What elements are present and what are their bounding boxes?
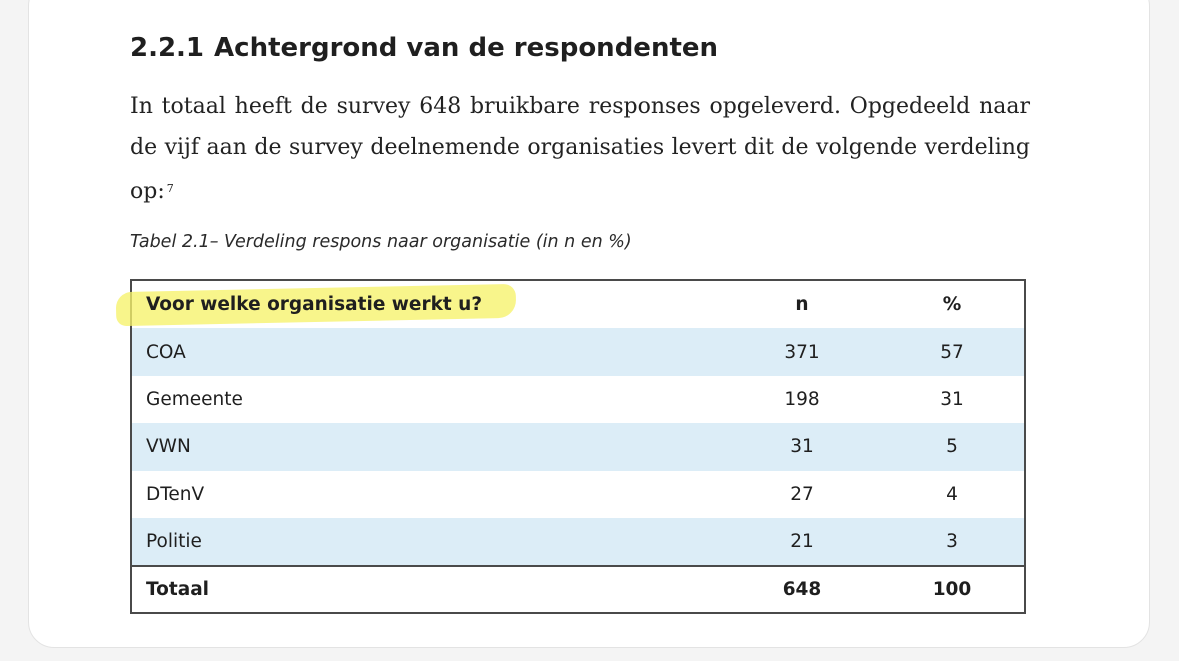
section-heading: 2.2.1 Achtergrond van de respondenten: [130, 33, 718, 63]
table-row: Politie 21 3: [132, 517, 1024, 566]
row-organisation: COA: [146, 341, 186, 363]
intro-paragraph-text: In totaal heeft de survey 648 bruikbare …: [130, 94, 1030, 204]
table-row: COA 371 57: [132, 328, 1024, 376]
table-caption: Tabel 2.1– Verdeling respons naar organi…: [130, 232, 632, 252]
row-organisation: DTenV: [146, 483, 205, 505]
header-organisation: Voor welke organisatie werkt u?: [146, 294, 483, 316]
header-percent: %: [942, 294, 962, 316]
section-number: 2.2.1: [130, 33, 205, 63]
table-row: Gemeente 198 31: [132, 376, 1024, 423]
response-table: Voor welke organisatie werkt u? n % COA …: [115, 279, 1026, 615]
row-percent: 5: [946, 436, 958, 458]
row-n: 198: [784, 388, 820, 410]
row-n: 27: [790, 483, 814, 505]
total-n: 648: [782, 579, 822, 601]
table-row: VWN 31 5: [132, 423, 1024, 471]
footnote-marker: 7: [166, 182, 174, 195]
section-title: Achtergrond van de respondenten: [214, 33, 719, 63]
row-organisation: Politie: [146, 531, 202, 553]
table-total-row: Totaal 648 100: [132, 565, 1024, 612]
header-n: n: [795, 294, 809, 316]
row-n: 31: [790, 436, 814, 458]
row-percent: 3: [946, 531, 958, 553]
row-percent: 57: [940, 341, 964, 363]
total-label: Totaal: [146, 579, 210, 601]
row-organisation: VWN: [146, 436, 191, 458]
row-percent: 4: [946, 483, 958, 505]
intro-paragraph: In totaal heeft de survey 648 bruikbare …: [130, 86, 1030, 212]
table-row: DTenV 27 4: [132, 471, 1024, 518]
row-n: 371: [784, 341, 820, 363]
row-organisation: Gemeente: [146, 388, 243, 410]
table-header-row: Voor welke organisatie werkt u? n %: [115, 281, 1024, 328]
row-n: 21: [790, 531, 814, 553]
row-percent: 31: [940, 388, 964, 410]
total-percent: 100: [932, 579, 972, 601]
